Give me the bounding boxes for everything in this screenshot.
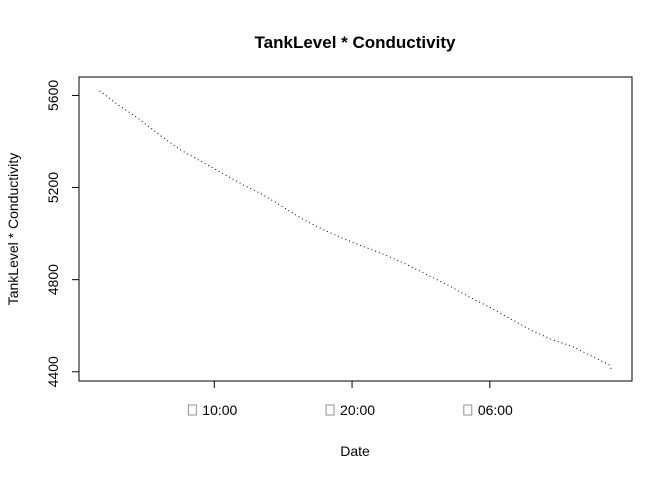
y-tick-label: 5600 [45, 80, 61, 111]
y-tick-label: 4800 [45, 264, 61, 295]
x-tick-label: 10:00 [202, 402, 237, 418]
plot-frame [78, 76, 633, 382]
x-tick-label: 20:00 [340, 402, 375, 418]
y-tick-label: 4400 [45, 356, 61, 387]
x-axis: 10:00 20:00 06:00 [187, 380, 513, 418]
y-axis: 4400 4800 5200 5600 [45, 80, 80, 387]
y-axis-label: TankLevel * Conductivity [5, 153, 21, 306]
series-line [99, 90, 612, 370]
chart-title: TankLevel * Conductivity [255, 33, 456, 52]
missing-glyph-icon [463, 404, 473, 416]
missing-glyph-icon [187, 404, 197, 416]
x-tick-label: 06:00 [478, 402, 513, 418]
y-tick-label: 5200 [45, 172, 61, 203]
missing-glyph-icon [325, 404, 335, 416]
x-axis-label: Date [340, 443, 370, 459]
